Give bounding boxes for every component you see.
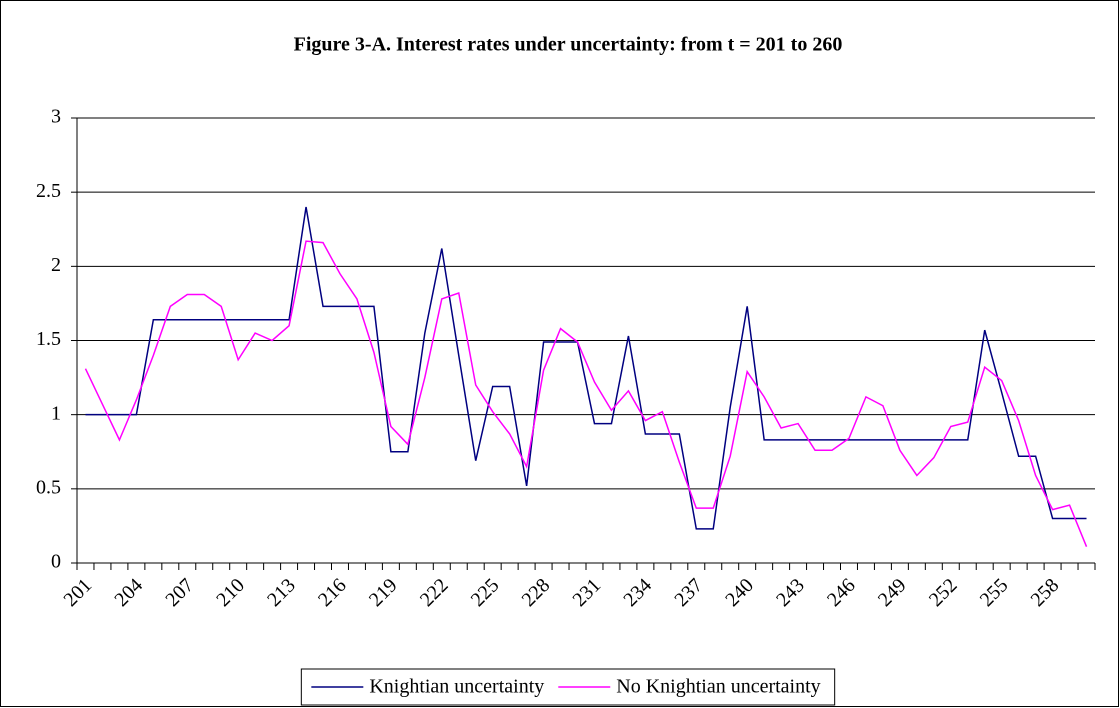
series-line (85, 206, 1087, 530)
y-tick-label: 1 (51, 402, 61, 424)
y-tick-label: 3 (51, 106, 61, 128)
y-tick-label: 0 (51, 551, 61, 573)
y-tick-label: 1.5 (36, 328, 61, 350)
series-line (84, 240, 1088, 547)
y-tick-label: 2.5 (36, 180, 61, 202)
y-tick-label: 0.5 (36, 476, 61, 498)
legend-label: No Knightian uncertainty (616, 676, 820, 698)
legend-label: Knightian uncertainty (369, 676, 544, 698)
legend: Knightian uncertainty No Knightian uncert… (300, 668, 836, 706)
chart-title: Figure 3-A. Interest rates under uncerta… (294, 34, 843, 56)
y-tick-label: 2 (51, 254, 61, 276)
